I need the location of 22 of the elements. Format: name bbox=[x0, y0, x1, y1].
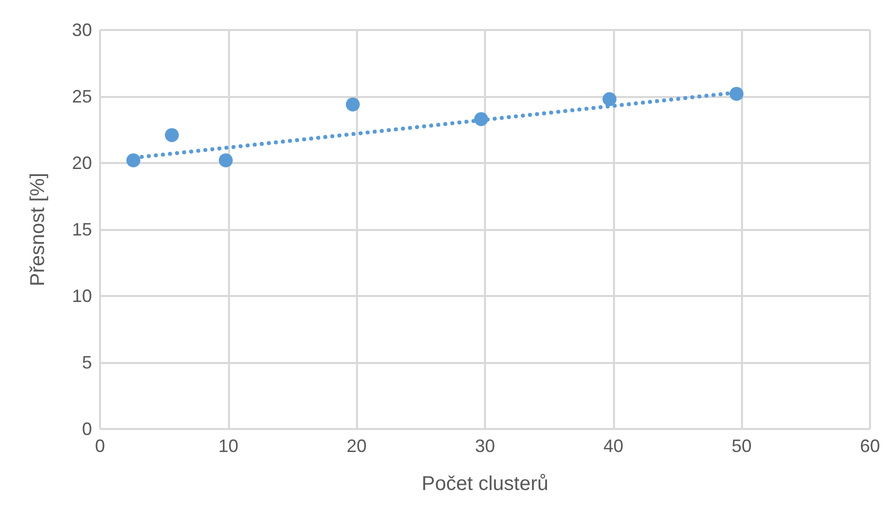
x-tick-label: 30 bbox=[474, 436, 496, 456]
x-tick-label: 60 bbox=[860, 436, 880, 456]
x-tick-label: 10 bbox=[218, 436, 238, 456]
y-tick-label: 20 bbox=[72, 153, 92, 173]
point bbox=[126, 153, 140, 168]
point bbox=[346, 97, 360, 112]
y-tick-label: 10 bbox=[72, 286, 92, 306]
y-axis-title: Přesnost [%] bbox=[27, 172, 49, 286]
point bbox=[602, 92, 616, 106]
y-tick-label: 5 bbox=[82, 352, 92, 372]
point bbox=[164, 128, 179, 142]
x-tick-label: 0 bbox=[94, 436, 106, 456]
point bbox=[218, 153, 233, 168]
x-tick-label: 40 bbox=[603, 436, 624, 456]
x-tick-label: 20 bbox=[346, 436, 367, 456]
point bbox=[730, 86, 744, 101]
y-tick-label: 30 bbox=[72, 20, 92, 40]
y-tick-label: 15 bbox=[72, 220, 92, 240]
y-tick-label: 25 bbox=[72, 86, 92, 106]
x-axis-title: Počet clusterů bbox=[422, 473, 548, 495]
y-tick-label: 0 bbox=[82, 419, 92, 439]
x-tick-label: 50 bbox=[732, 436, 752, 456]
